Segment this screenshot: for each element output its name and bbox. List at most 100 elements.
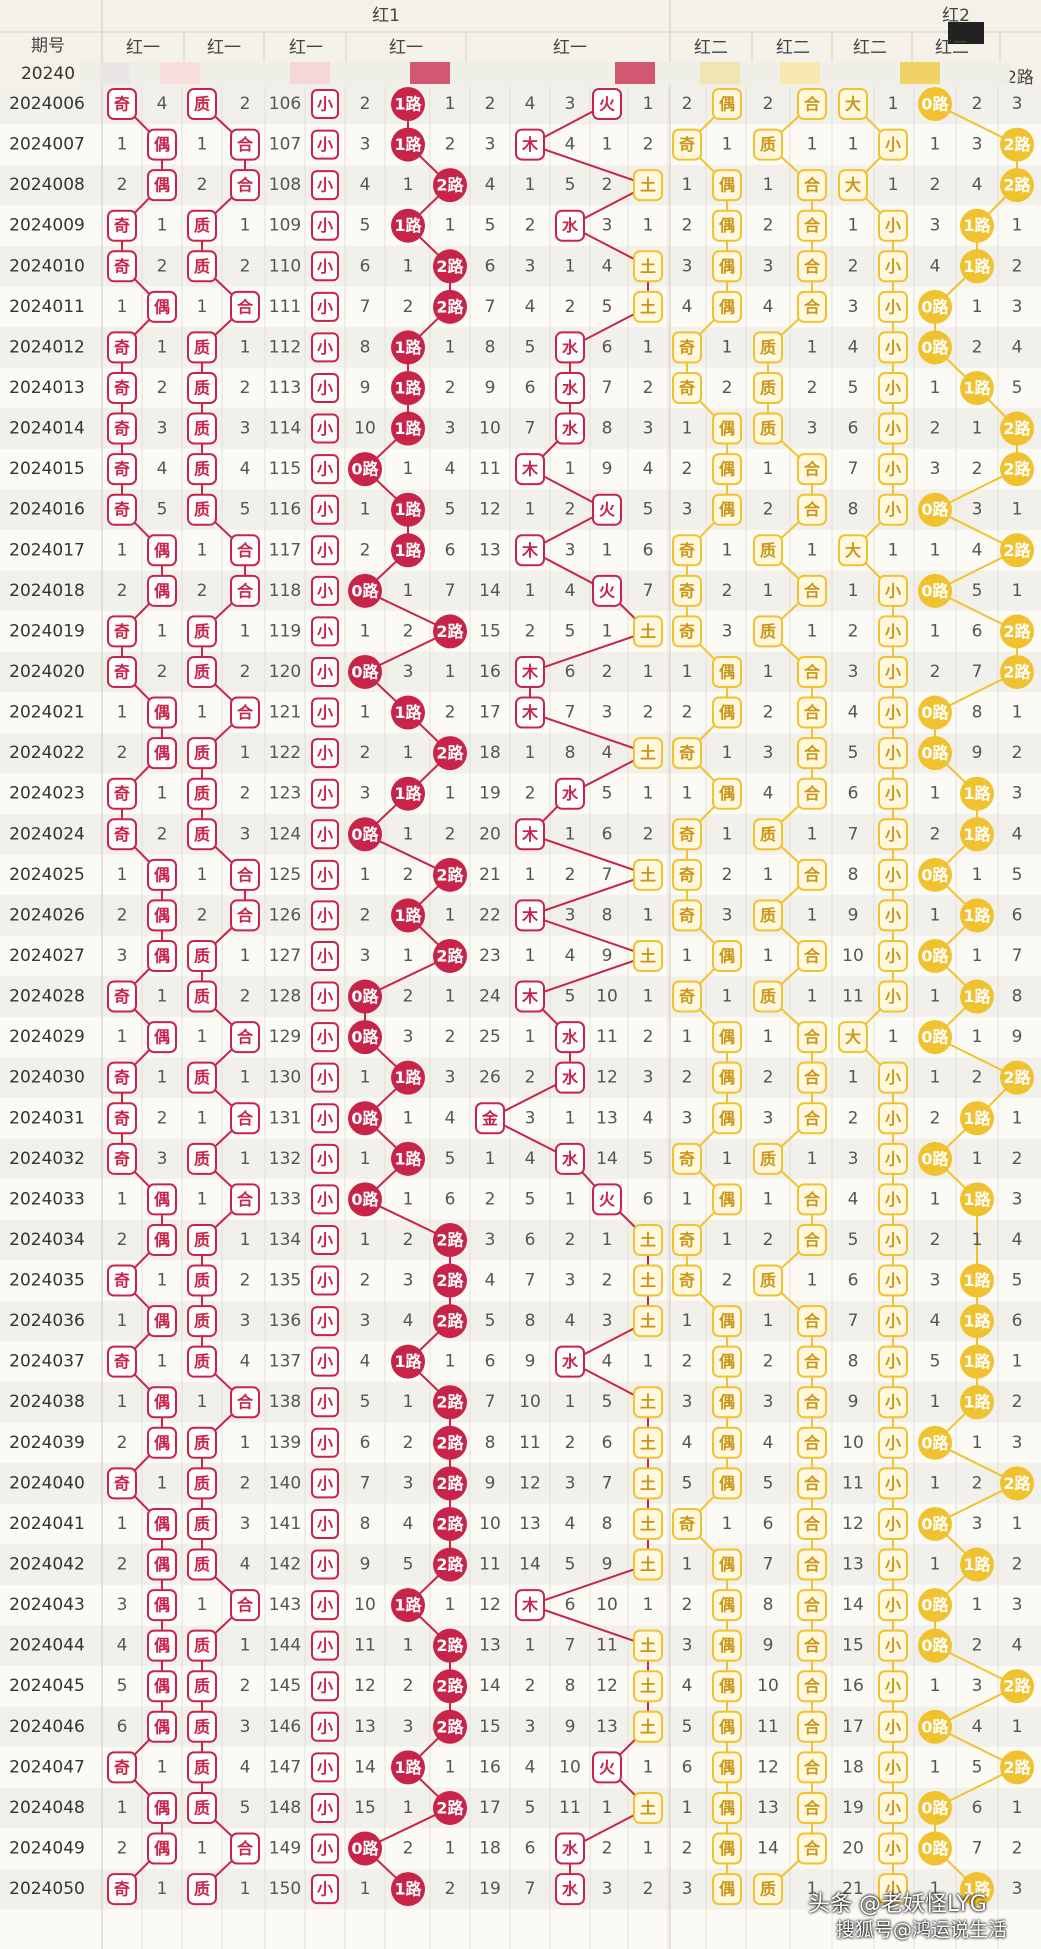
sum-value-cell: 108 — [269, 175, 301, 195]
hit-mark: 合 — [804, 460, 821, 479]
hit-mark: 质 — [194, 95, 210, 114]
miss-count-cell: 8 — [360, 337, 371, 357]
hit-mark: 质 — [760, 378, 776, 397]
miss-count-cell: 8 — [848, 865, 859, 885]
hit-mark-box — [633, 1305, 663, 1338]
miss-count-cell: 19 — [479, 1879, 501, 1899]
miss-count-cell: 2 — [682, 1839, 693, 1859]
hit-mark-box — [712, 1426, 742, 1459]
route-mark: 0路 — [921, 338, 949, 357]
route-mark-circle — [391, 87, 425, 121]
miss-count-cell: 10 — [354, 1595, 376, 1615]
size-mark: 小 — [317, 297, 333, 316]
route-mark-circle — [391, 208, 425, 243]
hit-mark: 质 — [760, 987, 776, 1006]
miss-count-cell: 9 — [525, 1352, 536, 1372]
route-mark-circle — [433, 1506, 467, 1541]
row-background — [0, 367, 1041, 409]
hit-mark: 偶 — [719, 946, 735, 965]
sum-value-cell: 106 — [269, 94, 301, 114]
hit-mark-box — [230, 128, 260, 161]
route-mark-circle — [1000, 1750, 1034, 1785]
miss-count-cell: 24 — [479, 987, 501, 1007]
miss-count-cell: 2 — [565, 500, 576, 520]
hit-mark-box — [712, 1061, 742, 1094]
route-mark: 1路 — [394, 216, 422, 235]
hit-mark: 质 — [760, 1880, 776, 1899]
period-cell: 2024010 — [9, 256, 85, 276]
period-cell: 2024026 — [9, 905, 85, 925]
miss-count-cell: 25 — [479, 1027, 501, 1047]
miss-count-cell: 1 — [403, 175, 414, 195]
miss-count-cell: 6 — [763, 1514, 774, 1534]
hit-mark-box — [672, 615, 702, 648]
miss-count-cell: 11 — [354, 1636, 376, 1656]
miss-count-cell: 5 — [485, 1311, 496, 1331]
hit-mark-box — [107, 1751, 137, 1784]
period-cell: 2024016 — [9, 500, 85, 520]
miss-count-cell: 17 — [479, 703, 501, 723]
miss-count-cell: 4 — [565, 1514, 576, 1534]
route-mark-circle — [433, 168, 467, 203]
hit-mark-box — [187, 939, 217, 972]
route-mark: 2路 — [436, 1271, 464, 1290]
miss-count-cell: 5 — [565, 1555, 576, 1575]
hit-mark: 奇 — [114, 460, 130, 479]
hit-mark: 奇 — [114, 662, 130, 681]
route-mark-circle — [960, 1263, 994, 1298]
hit-mark-box — [515, 899, 545, 932]
miss-count-cell: 1 — [525, 1027, 536, 1047]
hit-mark: 奇 — [114, 825, 130, 844]
sum-value-cell: 124 — [269, 824, 301, 844]
sum-value-cell: 117 — [269, 540, 301, 560]
miss-count-cell: 8 — [602, 419, 613, 439]
miss-count-cell: 1 — [565, 1189, 576, 1209]
miss-count-cell: 3 — [360, 135, 371, 155]
hit-mark-box — [147, 574, 177, 607]
sum-value-cell: 143 — [269, 1595, 301, 1615]
hit-mark: 奇 — [114, 622, 130, 641]
miss-count-cell: 10 — [354, 419, 376, 439]
miss-count-cell: 1 — [722, 824, 733, 844]
miss-count-cell: 3 — [240, 1717, 251, 1737]
hit-mark: 合 — [804, 1717, 821, 1736]
hit-mark: 合 — [804, 1393, 821, 1412]
miss-count-cell: 1 — [445, 1757, 456, 1777]
hit-mark-box — [797, 493, 827, 526]
hit-mark: 合 — [804, 297, 821, 316]
sum-value-cell: 110 — [269, 256, 301, 276]
hit-mark: 土 — [640, 946, 656, 965]
miss-count-cell: 2 — [360, 94, 371, 114]
hit-mark-box — [592, 493, 622, 526]
blurred-block — [700, 62, 740, 84]
miss-count-cell: 2 — [565, 1433, 576, 1453]
miss-count-cell: 1 — [763, 946, 774, 966]
miss-count-cell: 2 — [197, 581, 208, 601]
hit-mark: 水 — [562, 784, 579, 803]
sum-value-cell: 116 — [269, 500, 301, 520]
miss-count-cell: 3 — [1012, 1595, 1023, 1615]
hit-mark: 质 — [194, 987, 210, 1006]
route-mark-circle — [391, 127, 425, 162]
miss-count-cell: 3 — [930, 1271, 941, 1291]
route-mark: 2路 — [1003, 135, 1031, 154]
miss-count-cell: 13 — [354, 1717, 376, 1737]
sum-value-cell: 136 — [269, 1311, 301, 1331]
hit-mark: 奇 — [114, 1271, 130, 1290]
miss-count-cell: 5 — [117, 1676, 128, 1696]
hit-mark: 奇 — [679, 1271, 695, 1290]
route-mark-circle — [918, 938, 952, 973]
hit-mark-box — [230, 858, 260, 891]
miss-count-cell: 4 — [403, 1311, 414, 1331]
hit-mark-box — [633, 1507, 663, 1540]
size-mark: 小 — [317, 946, 333, 965]
row-background — [0, 1747, 1041, 1788]
route-mark-circle — [918, 857, 952, 892]
miss-count-cell: 3 — [157, 1149, 168, 1169]
miss-count-cell: 3 — [403, 1473, 414, 1493]
hit-mark-box — [712, 1021, 742, 1054]
miss-count-cell: 7 — [565, 703, 576, 723]
route-mark: 2路 — [1003, 419, 1031, 438]
hit-mark: 木 — [521, 825, 539, 844]
size-mark-box — [311, 494, 339, 525]
